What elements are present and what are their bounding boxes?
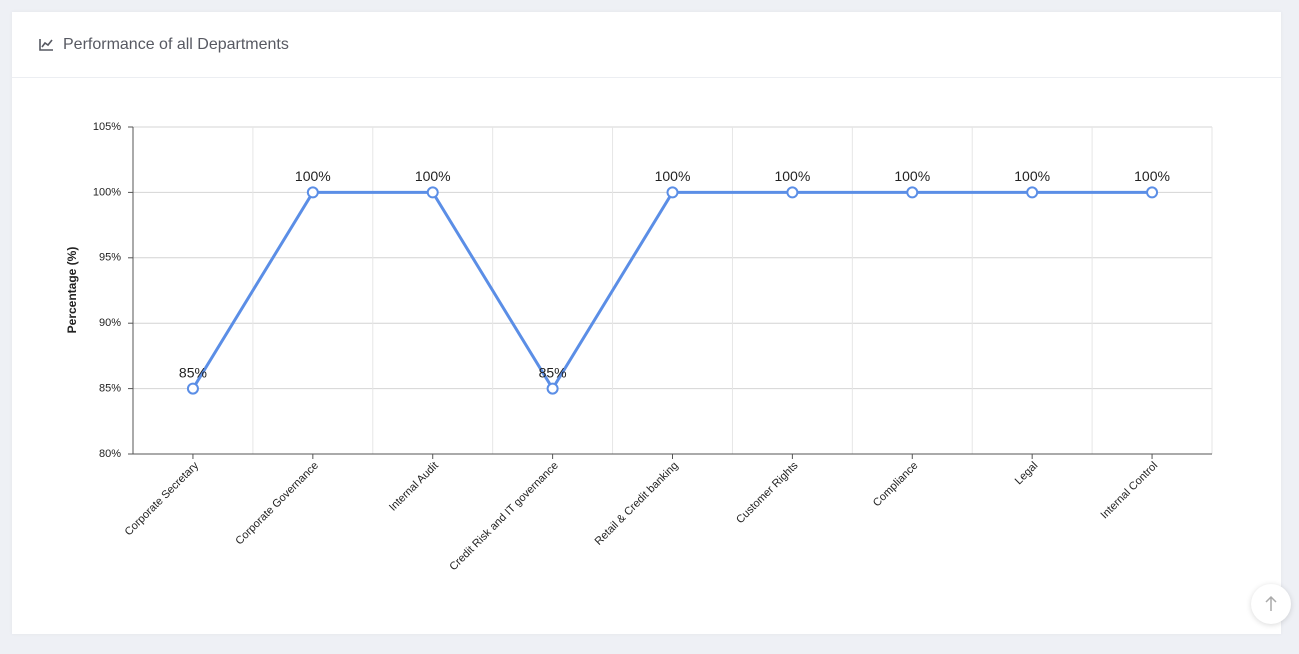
y-tick-label: 95% — [99, 252, 121, 264]
x-tick-label: Legal — [1013, 460, 1041, 488]
y-tick-label: 105% — [93, 121, 121, 133]
point — [906, 186, 919, 199]
value-label: 100% — [295, 168, 331, 184]
value-label: 85% — [179, 364, 207, 380]
y-tick-label: 85% — [99, 383, 121, 395]
y-tick-label: 100% — [93, 186, 121, 198]
arrow-up-icon — [1265, 595, 1277, 611]
value-label: 100% — [894, 168, 930, 184]
x-tick-label: Corporate Secretary — [123, 459, 202, 538]
point — [546, 382, 559, 395]
y-axis-label: Percentage (%) — [65, 247, 79, 334]
value-label: 100% — [415, 168, 451, 184]
x-tick-label: Customer Rights — [734, 459, 801, 526]
line — [191, 190, 1153, 392]
value-label: 85% — [539, 364, 567, 380]
x-tick-label: Retail & Credit banking — [593, 460, 681, 548]
scroll-top-button[interactable] — [1251, 584, 1291, 624]
point — [1026, 186, 1039, 199]
x-tick-label: Internal Control — [1099, 460, 1161, 522]
card-title: Performance of all Departments — [63, 35, 289, 53]
point — [1146, 186, 1159, 199]
point — [306, 186, 319, 199]
point — [786, 186, 799, 199]
x-tick-label: Credit Risk and IT governance — [447, 460, 560, 573]
value-label: 100% — [655, 168, 691, 184]
value-label: 100% — [774, 168, 810, 184]
y-tick-label: 90% — [99, 317, 121, 329]
point — [186, 382, 199, 395]
card-header: Performance of all Departments — [12, 12, 1281, 78]
value-label: 100% — [1134, 168, 1170, 184]
x-tick-label: Compliance — [871, 460, 921, 510]
chart-icon — [39, 39, 53, 51]
point — [426, 186, 439, 199]
point — [666, 186, 679, 199]
y-tick-label: 80% — [99, 448, 121, 460]
value-label: 100% — [1014, 168, 1050, 184]
x-tick-label: Corporate Governance — [233, 460, 321, 548]
x-tick-label: Internal Audit — [387, 460, 441, 514]
